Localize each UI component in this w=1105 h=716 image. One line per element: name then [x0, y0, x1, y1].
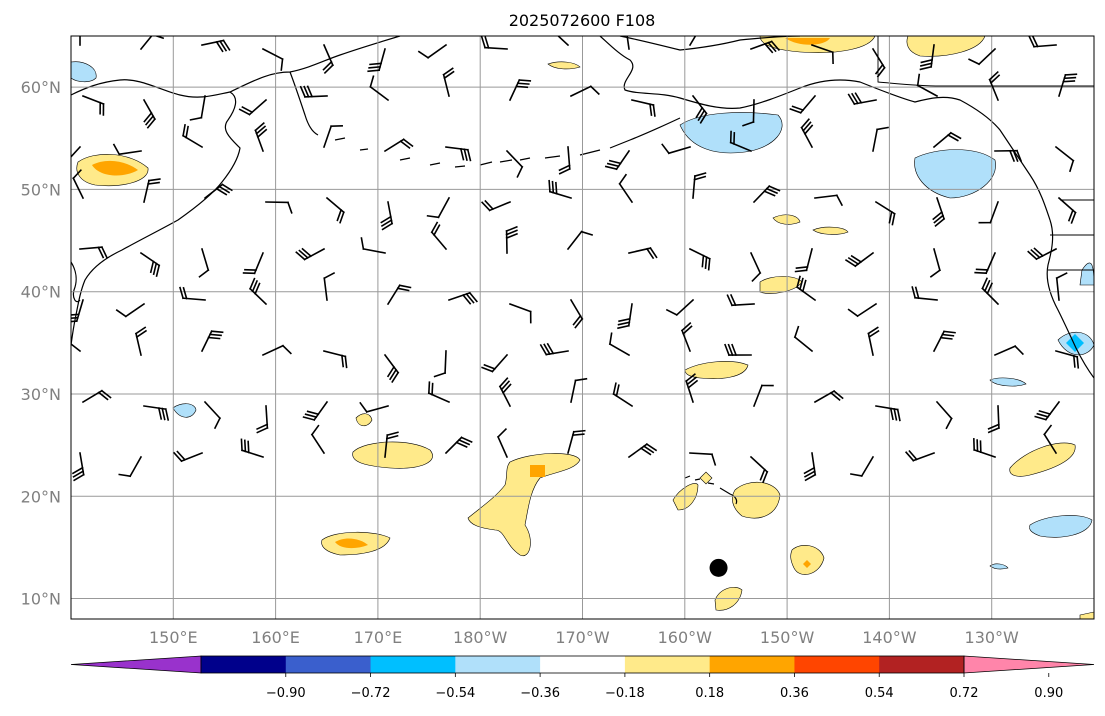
lon-label: 130°W [965, 628, 1020, 647]
colorbar-tick-label: 0.54 [865, 686, 894, 701]
colorbar-segment [455, 656, 540, 673]
colorbar-tick-labels: −0.90 −0.72 −0.54 −0.36 −0.18 0.18 0.36 0.54 0.7… [266, 673, 1063, 701]
lat-label: 10°N [21, 590, 61, 609]
lat-label: 50°N [21, 180, 61, 199]
colorbar-tick-label: −0.36 [520, 686, 560, 701]
lat-label: 20°N [21, 487, 61, 506]
longitude-labels: 150°E 160°E 170°E 180°W 170°W 160°W 150°W 140°W… [149, 628, 1019, 647]
colorbar-extend-low [71, 656, 201, 673]
colorbar-segment [371, 656, 456, 673]
lat-label: 30°N [21, 385, 61, 404]
lon-label: 160°W [658, 628, 713, 647]
colorbar-tick-label: −0.18 [605, 686, 645, 701]
lon-label: 170°E [354, 628, 403, 647]
storm-position-marker [710, 559, 728, 577]
colorbar-extend-high [964, 656, 1094, 673]
colorbar-segment [625, 656, 710, 673]
lat-label: 60°N [21, 78, 61, 97]
lat-label: 40°N [21, 283, 61, 302]
lon-label: 180°W [453, 628, 508, 647]
colorbar [71, 656, 1094, 673]
anomaly-region-hawaii-west-core [530, 465, 545, 477]
colorbar-tick-label: 0.90 [1034, 686, 1063, 701]
colorbar-tick-label: −0.72 [351, 686, 391, 701]
lon-label: 170°W [555, 628, 610, 647]
colorbar-tick-label: −0.54 [435, 686, 475, 701]
colorbar-segment [794, 656, 879, 673]
colorbar-tick-label: 0.72 [950, 686, 979, 701]
colorbar-tick-label: −0.90 [266, 686, 306, 701]
colorbar-segment [540, 656, 625, 673]
map-title: 2025072600 F108 [509, 11, 656, 30]
lon-label: 150°W [760, 628, 815, 647]
colorbar-segment [286, 656, 371, 673]
colorbar-segment [710, 656, 795, 673]
lon-label: 140°W [862, 628, 917, 647]
map-area [55, 19, 1094, 619]
lon-label: 160°E [251, 628, 300, 647]
anomaly-region-dateline-2 [353, 442, 433, 468]
lon-label: 150°E [149, 628, 198, 647]
colorbar-tick-label: 0.36 [780, 686, 809, 701]
colorbar-segment [201, 656, 286, 673]
colorbar-segment [879, 656, 964, 673]
colorbar-tick-label: 0.18 [695, 686, 724, 701]
latitude-labels: 60°N 50°N 40°N 30°N 20°N 10°N [21, 78, 61, 608]
